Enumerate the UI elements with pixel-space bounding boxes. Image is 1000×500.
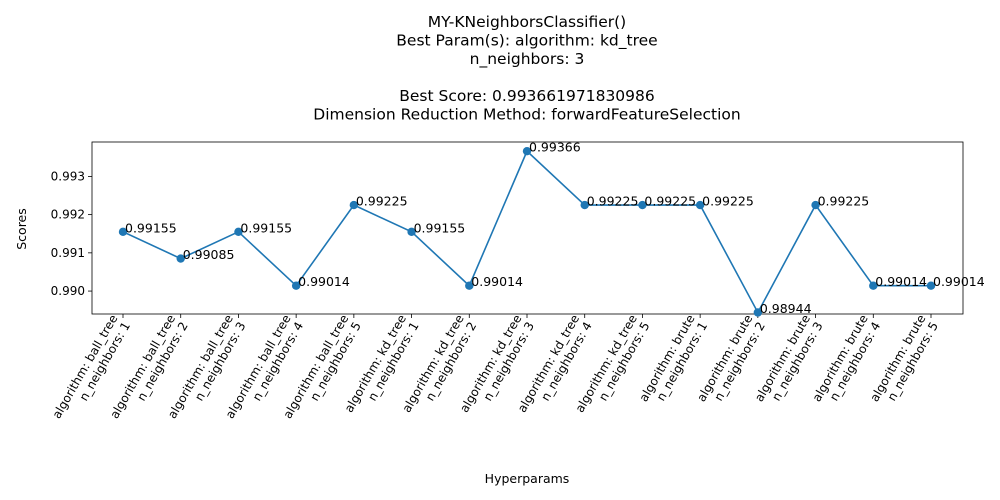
- data-label: 0.99225: [818, 194, 870, 209]
- data-point: [291, 281, 301, 290]
- title-line-1: MY-KNeighborsClassifier(): [428, 13, 626, 31]
- data-label: 0.99155: [240, 220, 292, 235]
- y-axis-label: Scores: [14, 208, 29, 250]
- data-point: [234, 227, 243, 237]
- title-line-2: Best Param(s): algorithm: kd_tree: [396, 32, 657, 51]
- y-tick-label: 0.991: [51, 246, 85, 260]
- y-axis: 0.990 0.991 0.992 0.993: [51, 169, 92, 298]
- y-tick-label: 0.990: [51, 284, 85, 298]
- data-point: [811, 200, 820, 210]
- data-point: [753, 308, 763, 317]
- data-label: 0.98944: [760, 301, 812, 316]
- data-label: 0.99225: [587, 194, 639, 209]
- data-point: [522, 146, 532, 156]
- data-label: 0.99155: [125, 220, 177, 235]
- data-point: [349, 200, 359, 210]
- data-point: [465, 281, 474, 290]
- data-label: 0.99014: [933, 274, 985, 289]
- data-point: [176, 254, 185, 263]
- data-point: [638, 200, 647, 210]
- data-label: 0.99014: [471, 274, 523, 289]
- x-axis-label: Hyperparams: [485, 471, 570, 486]
- data-point: [580, 200, 589, 210]
- data-point: [118, 227, 128, 237]
- title-line-5: Best Score: 0.993661971830986: [399, 87, 655, 105]
- data-label: 0.99014: [875, 274, 927, 289]
- data-label: 0.99014: [298, 274, 350, 289]
- title-line-3: n_neighbors: 3: [470, 50, 585, 69]
- y-tick-label: 0.993: [51, 169, 85, 183]
- data-label: 0.99085: [183, 247, 235, 262]
- data-point: [869, 281, 878, 290]
- data-label: 0.99155: [414, 220, 466, 235]
- data-point: [407, 227, 416, 237]
- data-label: 0.99366: [529, 140, 581, 155]
- data-label: 0.99225: [702, 194, 754, 209]
- data-labels: 0.99155 0.99085 0.99155 0.99014 0.99225 0.991…: [125, 140, 985, 316]
- data-point: [926, 281, 936, 290]
- data-label: 0.99225: [356, 194, 408, 209]
- series: [118, 146, 936, 317]
- title-line-6: Dimension Reduction Method: forwardFeatu…: [313, 106, 740, 124]
- data-point: [695, 200, 705, 210]
- plot-area: [91, 141, 964, 315]
- chart-title: MY-KNeighborsClassifier()Best Param(s): …: [313, 13, 740, 124]
- y-tick-label: 0.992: [51, 208, 85, 222]
- data-label: 0.99225: [644, 194, 696, 209]
